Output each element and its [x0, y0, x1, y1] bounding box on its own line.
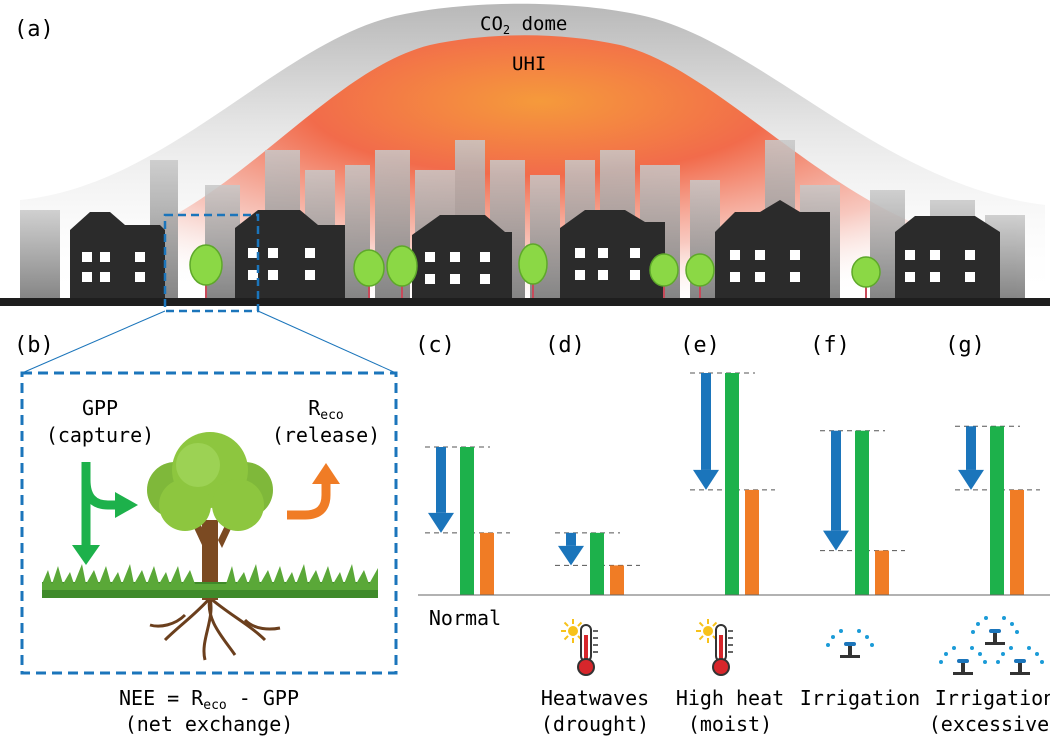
reco-arrowhead-up: [312, 463, 340, 484]
scenario-panel: (d) Heatwaves(drought): [541, 333, 649, 736]
reco-label: Reco: [308, 396, 344, 423]
sprinkler-icon: [939, 646, 987, 675]
nee-equation: NEE = Reco - GPP: [119, 686, 299, 713]
gpp-bar: [990, 426, 1004, 595]
panel-b: (b) GPP (capture) Reco (release): [14, 333, 398, 736]
scenario-letter: (c): [415, 333, 455, 358]
zoom-line-left: [21, 310, 166, 374]
reco-release-arrow-icon: [287, 482, 331, 520]
gpp-note: (capture): [46, 423, 154, 447]
scenario-letter: (f): [810, 333, 850, 358]
nee-arrowhead: [428, 512, 454, 533]
ground-strip: [0, 298, 1050, 306]
nee-arrowhead: [958, 469, 984, 490]
gpp-bar: [460, 447, 474, 595]
scenario-caption-note: (excessive): [929, 712, 1050, 736]
scenario-panel: (e) High heat(moist): [676, 333, 784, 736]
reco-bar: [610, 565, 624, 595]
nee-arrowhead: [558, 545, 584, 566]
gpp-arrowhead-right: [115, 492, 138, 518]
scenario-caption: Heatwaves: [541, 686, 649, 710]
reco-bar: [1010, 489, 1024, 595]
scenario-caption: Irrigation: [935, 686, 1050, 710]
nee-arrow-shaft: [966, 426, 976, 470]
scenario-caption-note: (drought): [541, 712, 649, 736]
grass-strip: [42, 564, 378, 598]
co2-dome-label: CO2 dome: [480, 13, 567, 37]
scenario-caption: Normal: [429, 606, 501, 630]
reco-bar: [745, 489, 759, 595]
street-trees: [185, 243, 895, 306]
uhi-label: UHI: [512, 53, 546, 75]
panel-a: (a) CO2 dome UHI: [0, 3, 1050, 374]
scenario-caption: High heat: [676, 686, 784, 710]
nee-arrow-shaft: [436, 447, 446, 513]
thermometer-sun-icon: [561, 619, 598, 676]
sprinkler-icon: [971, 616, 1019, 645]
house-windows: [82, 248, 975, 284]
nee-arrow-shaft: [831, 430, 841, 531]
nee-arrow-shaft: [566, 532, 576, 546]
gpp-capture-arrow-icon: [81, 462, 118, 548]
scenario-panel: (g) Irrigation(excessive): [929, 333, 1050, 736]
nee-arrowhead: [823, 530, 849, 551]
scenario-letter: (g): [945, 333, 985, 358]
multiple-sprinklers-icon: [939, 616, 1044, 675]
gpp-bar: [855, 430, 869, 595]
gpp-bar: [590, 532, 604, 595]
gpp-bar: [725, 373, 739, 595]
reco-bar: [480, 532, 494, 595]
zoom-box: [163, 213, 260, 313]
gpp-label: GPP: [82, 396, 118, 420]
sprinkler-icon: [826, 629, 874, 658]
scenario-letter: (e): [680, 333, 720, 358]
panel-b-letter: (b): [14, 333, 54, 358]
scenario-panel: (f) Irrigation: [800, 333, 920, 710]
scenario-panels: (c) Normal (d) Heatwaves(drought) (e) High he…: [415, 333, 1050, 736]
gpp-arrowhead-down: [72, 545, 100, 565]
zoom-line-right: [257, 310, 397, 374]
nee-equation-note: (net exchange): [125, 712, 294, 736]
thermometer-sun-icon: [696, 619, 733, 676]
panel-a-letter: (a): [14, 17, 54, 42]
scenario-letter: (d): [545, 333, 585, 358]
nee-arrowhead: [693, 469, 719, 490]
reco-note: (release): [272, 423, 380, 447]
scenario-panel: (c) Normal: [415, 333, 510, 630]
sprinkler-icon: [996, 646, 1044, 675]
nee-arrow-shaft: [701, 373, 711, 470]
reco-bar: [875, 550, 889, 595]
scenario-caption: Irrigation: [800, 686, 920, 710]
scenario-caption-note: (moist): [688, 712, 772, 736]
tree-illustration-icon: [147, 432, 281, 661]
